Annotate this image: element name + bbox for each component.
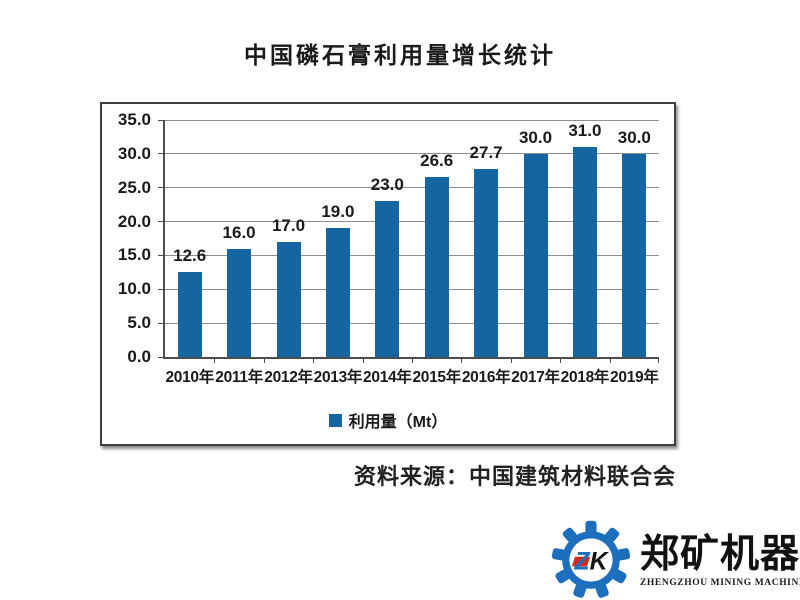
bar-2018年 — [572, 147, 597, 357]
y-axis-tickmark — [158, 187, 165, 189]
x-axis-tick-label: 2011年 — [215, 369, 263, 386]
logo: ZK 郑矿机器 ZHENGZHOU MINING MACHINERY — [551, 520, 800, 600]
logo-name: 郑矿机器 — [640, 532, 800, 576]
x-axis-tickmark — [362, 357, 364, 363]
monogram-accent — [571, 556, 591, 567]
gear-icon: ZK — [551, 520, 631, 598]
bar-value-label: 19.0 — [321, 202, 355, 222]
y-axis-tick-label: 30.0 — [117, 143, 151, 163]
x-axis-tick-label: 2013年 — [313, 369, 363, 386]
x-axis-tickmark — [560, 357, 562, 363]
gridline — [165, 153, 659, 155]
logo-text: 郑矿机器 ZHENGZHOU MINING MACHINERY — [640, 533, 800, 588]
x-axis-tickmark — [510, 357, 512, 363]
bar-value-label: 26.6 — [420, 150, 454, 170]
y-axis-tickmark — [158, 153, 165, 155]
y-axis-tick-label: 35.0 — [117, 110, 151, 129]
y-axis-tick-label: 20.0 — [117, 211, 151, 231]
legend: 利用量（Mt） — [102, 408, 674, 432]
bar-value-label: 31.0 — [568, 121, 602, 141]
x-axis-tick-label: 2016年 — [461, 369, 511, 386]
bar-2013年 — [325, 228, 350, 357]
x-axis-tick-label: 2018年 — [560, 369, 610, 386]
x-axis-tickmark — [461, 357, 463, 363]
chart-title: 中国磷石膏利用量增长统计 — [244, 42, 556, 68]
y-axis-tick-label: 25.0 — [117, 177, 151, 197]
bar-value-label: 16.0 — [222, 222, 256, 242]
legend-label: 利用量（Mt） — [348, 414, 448, 431]
bar-2011年 — [227, 248, 252, 357]
bar-value-label: 27.7 — [469, 143, 503, 163]
y-axis-tickmark — [158, 119, 165, 121]
gridline — [165, 322, 659, 324]
source-note: 资料来源：中国建筑材料联合会 — [353, 464, 676, 489]
gridline — [165, 119, 659, 121]
gridline — [165, 221, 659, 223]
y-axis-tickmark — [158, 221, 165, 223]
y-axis-tick-label: 0.0 — [127, 347, 151, 366]
gridline — [165, 288, 659, 290]
x-axis-tick-label: 2012年 — [264, 369, 313, 386]
y-axis-tickmark — [158, 356, 165, 358]
bar-2017年 — [523, 153, 548, 357]
x-axis-tickmark — [609, 357, 611, 363]
bar-2016年 — [474, 169, 499, 357]
logo-tagline: ZHENGZHOU MINING MACHINERY — [640, 577, 800, 588]
x-axis-tick-label: 2010年 — [165, 369, 214, 386]
bar-value-label: 30.0 — [617, 127, 651, 147]
logo-monogram: ZK — [573, 549, 609, 576]
x-axis-tickmark — [214, 357, 216, 363]
gear-center — [569, 538, 613, 582]
y-axis-tick-label: 15.0 — [117, 245, 151, 265]
chart-frame: 35.0 30.0 25.0 20.0 15.0 10.0 5.0 0.0 12.6 2010年 1… — [100, 102, 676, 446]
y-axis-tick-label: 10.0 — [117, 279, 151, 299]
x-axis-tick-label: 2019年 — [610, 369, 659, 386]
bar-value-label: 12.6 — [173, 245, 207, 265]
x-axis-tickmark — [313, 357, 315, 363]
x-axis-tickmark — [658, 357, 659, 363]
x-axis-tick-label: 2014年 — [363, 369, 412, 386]
bar-value-label: 23.0 — [370, 175, 404, 195]
bar-2019年 — [622, 153, 647, 357]
x-axis-tick-label: 2017年 — [511, 369, 560, 386]
plot-area: 35.0 30.0 25.0 20.0 15.0 10.0 5.0 0.0 12.6 2010年 1… — [118, 110, 659, 386]
legend-swatch — [328, 413, 342, 427]
bar-2015年 — [424, 176, 449, 357]
x-axis-tick-label: 2015年 — [412, 369, 461, 386]
bar-2012年 — [276, 241, 301, 357]
gridline — [165, 187, 659, 189]
y-axis-tickmark — [158, 254, 165, 256]
bar-value-label: 30.0 — [518, 127, 553, 147]
y-axis-tickmark — [158, 288, 165, 290]
x-axis-tickmark — [263, 357, 265, 363]
x-axis-tickmark — [412, 357, 413, 363]
y-axis-tick-label: 5.0 — [127, 313, 151, 333]
y-axis-tickmark — [158, 322, 165, 324]
gridline — [165, 254, 659, 256]
bar-value-label: 17.0 — [271, 215, 306, 235]
bar-2010年 — [177, 271, 202, 357]
bar-2014年 — [375, 201, 400, 357]
